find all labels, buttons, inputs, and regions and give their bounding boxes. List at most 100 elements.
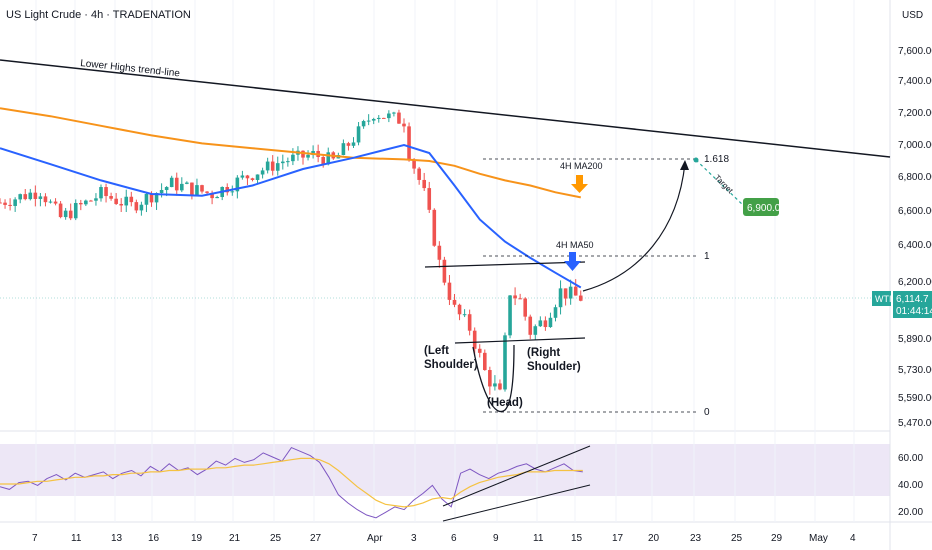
candle-body[interactable] xyxy=(124,196,129,206)
neckline[interactable] xyxy=(424,261,586,268)
candle-body[interactable] xyxy=(23,194,28,200)
candle-body[interactable] xyxy=(442,259,447,283)
candle-body[interactable] xyxy=(169,177,174,188)
candle-body[interactable] xyxy=(286,161,290,163)
candle-body[interactable] xyxy=(104,187,108,197)
last-price-badge[interactable] xyxy=(893,291,932,318)
ma200-line[interactable] xyxy=(0,107,581,199)
candle-body[interactable] xyxy=(311,150,315,155)
candle-body[interactable] xyxy=(376,117,381,119)
candle-body[interactable] xyxy=(84,200,88,205)
candle-body[interactable] xyxy=(422,179,426,189)
candle-body[interactable] xyxy=(3,202,7,205)
candle-body[interactable] xyxy=(563,288,568,299)
candle-body[interactable] xyxy=(270,161,275,171)
candle-body[interactable] xyxy=(265,161,270,171)
candle-body[interactable] xyxy=(493,383,497,387)
candle-body[interactable] xyxy=(462,314,467,316)
candle-body[interactable] xyxy=(407,126,411,160)
candle-body[interactable] xyxy=(523,298,527,317)
candle-body[interactable] xyxy=(73,202,78,219)
candle-body[interactable] xyxy=(387,113,391,119)
candle-body[interactable] xyxy=(382,117,386,119)
candle-body[interactable] xyxy=(0,202,2,204)
candle-body[interactable] xyxy=(260,170,265,175)
rsi-channel-lower[interactable] xyxy=(442,484,591,522)
candle-body[interactable] xyxy=(99,187,103,199)
candle-body[interactable] xyxy=(306,154,310,158)
candle-body[interactable] xyxy=(89,200,93,202)
price-axis[interactable]: 7,600.00 7,400.00 7,200.00 7,000.00 6,80… xyxy=(898,46,932,429)
head-arc[interactable] xyxy=(472,344,515,413)
candle-body[interactable] xyxy=(402,123,406,127)
candle-body[interactable] xyxy=(180,183,184,191)
candle-body[interactable] xyxy=(134,202,139,211)
candle-body[interactable] xyxy=(159,189,164,193)
candle-body[interactable] xyxy=(164,187,169,190)
candle-body[interactable] xyxy=(94,198,98,201)
candle-body[interactable] xyxy=(129,196,134,203)
candle-body[interactable] xyxy=(139,204,144,211)
rsi-axis[interactable]: 60.00 40.00 20.00 xyxy=(898,453,923,518)
candle-body[interactable] xyxy=(371,118,376,121)
ma50-line[interactable] xyxy=(0,143,582,289)
candle-body[interactable] xyxy=(200,185,204,192)
candle-body[interactable] xyxy=(432,209,437,246)
support-line[interactable] xyxy=(454,337,586,344)
candle-body[interactable] xyxy=(53,201,58,204)
candle-body[interactable] xyxy=(437,245,442,260)
candle-body[interactable] xyxy=(154,192,159,203)
candle-body[interactable] xyxy=(568,286,573,299)
candle-body[interactable] xyxy=(452,299,457,305)
candle-body[interactable] xyxy=(58,203,63,218)
candle-body[interactable] xyxy=(149,193,154,203)
candle-body[interactable] xyxy=(538,320,543,327)
rsi-channel-upper[interactable] xyxy=(442,445,591,507)
candle-body[interactable] xyxy=(578,295,583,301)
candle-body[interactable] xyxy=(528,316,533,335)
candle-body[interactable] xyxy=(483,352,487,371)
candle-body[interactable] xyxy=(447,282,452,300)
candle-body[interactable] xyxy=(412,159,416,169)
candle-body[interactable] xyxy=(518,298,522,300)
candle-body[interactable] xyxy=(63,210,68,218)
candle-body[interactable] xyxy=(38,196,43,199)
candle-body[interactable] xyxy=(195,185,199,196)
candle-body[interactable] xyxy=(498,383,502,390)
candle-body[interactable] xyxy=(240,175,245,178)
candle-body[interactable] xyxy=(119,203,123,206)
candle-body[interactable] xyxy=(144,193,149,205)
candle-body[interactable] xyxy=(245,175,250,179)
candle-body[interactable] xyxy=(275,163,280,171)
candle-body[interactable] xyxy=(573,286,578,296)
candle-body[interactable] xyxy=(33,192,38,199)
candle-body[interactable] xyxy=(235,177,240,192)
rsi-line[interactable] xyxy=(0,446,583,519)
candle-body[interactable] xyxy=(28,192,33,200)
candle-body[interactable] xyxy=(417,168,421,180)
candle-body[interactable] xyxy=(250,178,255,180)
candle-body[interactable] xyxy=(472,330,477,349)
candle-body[interactable] xyxy=(43,196,48,203)
candle-body[interactable] xyxy=(558,288,563,308)
candle-body[interactable] xyxy=(351,142,356,146)
candle-body[interactable] xyxy=(326,152,331,165)
candle-body[interactable] xyxy=(79,202,83,205)
candle-body[interactable] xyxy=(13,199,17,206)
candle-body[interactable] xyxy=(467,314,472,331)
target-path[interactable] xyxy=(695,159,745,207)
candle-body[interactable] xyxy=(114,198,118,204)
candle-body[interactable] xyxy=(397,112,401,124)
candle-body[interactable] xyxy=(68,210,73,219)
candle-body[interactable] xyxy=(48,201,53,203)
candle-body[interactable] xyxy=(488,370,492,387)
candle-body[interactable] xyxy=(109,196,113,199)
candle-body[interactable] xyxy=(321,157,325,165)
time-axis[interactable]: 7 11 13 16 19 21 25 27 Apr 3 6 9 11 15 1… xyxy=(32,533,856,544)
candle-body[interactable] xyxy=(457,304,462,315)
candle-body[interactable] xyxy=(356,126,361,143)
candle-body[interactable] xyxy=(543,320,548,328)
candle-body[interactable] xyxy=(281,161,285,164)
candle-body[interactable] xyxy=(513,295,517,299)
